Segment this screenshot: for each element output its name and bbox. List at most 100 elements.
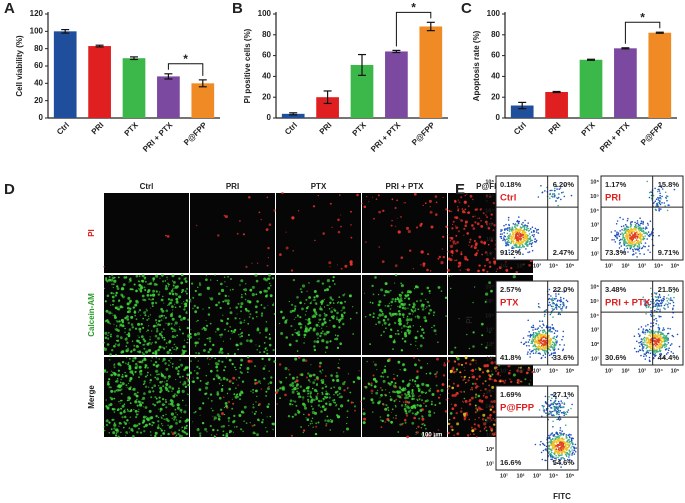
event bbox=[614, 235, 617, 238]
cell bbox=[248, 196, 251, 199]
cell bbox=[231, 398, 233, 400]
cell bbox=[314, 312, 318, 315]
cell bbox=[120, 431, 122, 434]
cell bbox=[301, 307, 304, 311]
cell bbox=[143, 286, 146, 289]
cell bbox=[242, 233, 245, 236]
x-tick-label: 10⁴ bbox=[654, 263, 663, 269]
cell bbox=[344, 293, 346, 295]
cell bbox=[433, 311, 436, 314]
cell bbox=[154, 361, 158, 364]
event bbox=[627, 239, 629, 241]
cell bbox=[148, 282, 151, 285]
cell bbox=[295, 385, 298, 387]
cell bbox=[482, 408, 484, 410]
cell bbox=[124, 371, 126, 374]
cell bbox=[165, 406, 168, 409]
cell bbox=[205, 320, 207, 321]
flow-plot-frame bbox=[600, 175, 684, 261]
event bbox=[640, 233, 642, 236]
cell bbox=[183, 410, 187, 414]
cell bbox=[429, 308, 432, 312]
cell bbox=[227, 330, 230, 332]
cell bbox=[425, 392, 427, 395]
y-tick-label: 20 bbox=[262, 92, 271, 101]
cell bbox=[126, 333, 128, 336]
cell bbox=[134, 303, 138, 307]
cell bbox=[381, 371, 384, 374]
event bbox=[519, 242, 521, 244]
event bbox=[543, 315, 546, 318]
event bbox=[623, 239, 626, 242]
cell bbox=[471, 429, 475, 433]
cell bbox=[401, 337, 404, 340]
cell bbox=[255, 401, 257, 403]
cell bbox=[129, 366, 132, 369]
y-tick-label: 10² bbox=[591, 236, 599, 243]
cell bbox=[261, 357, 264, 361]
event bbox=[650, 310, 652, 312]
y-tick-label: 10⁴ bbox=[485, 208, 494, 214]
cell bbox=[266, 387, 270, 391]
cell bbox=[451, 394, 455, 397]
cell bbox=[250, 390, 252, 392]
event bbox=[526, 225, 529, 227]
cell bbox=[302, 431, 304, 434]
cell bbox=[300, 426, 302, 428]
cell bbox=[125, 435, 127, 437]
cell bbox=[121, 416, 124, 419]
event bbox=[632, 237, 634, 240]
cell bbox=[393, 399, 396, 403]
x-tick-label: P@FPP bbox=[639, 120, 666, 147]
cell bbox=[117, 276, 120, 279]
y-tick-label: 100 bbox=[30, 26, 44, 35]
cell bbox=[140, 335, 144, 338]
cell bbox=[146, 374, 149, 376]
event bbox=[626, 219, 629, 222]
cell bbox=[267, 257, 269, 259]
bar bbox=[157, 76, 180, 118]
event bbox=[551, 302, 554, 305]
cell bbox=[132, 374, 135, 376]
cell bbox=[319, 334, 322, 338]
event bbox=[642, 236, 645, 238]
cell bbox=[165, 413, 167, 416]
quadrant-percent: 73.3% bbox=[605, 248, 627, 257]
cell bbox=[340, 310, 342, 312]
cell bbox=[222, 314, 224, 316]
event bbox=[662, 336, 665, 339]
cell bbox=[497, 371, 500, 374]
cell bbox=[339, 342, 343, 346]
event bbox=[554, 338, 557, 341]
cell bbox=[133, 424, 138, 428]
cell bbox=[413, 192, 417, 196]
cell bbox=[241, 293, 243, 296]
event bbox=[532, 340, 535, 342]
cell bbox=[352, 333, 355, 335]
cell bbox=[483, 241, 487, 245]
y-tick-label: 40 bbox=[34, 78, 43, 87]
cell bbox=[322, 400, 324, 402]
event bbox=[562, 335, 564, 338]
cell bbox=[512, 275, 516, 279]
cell bbox=[442, 255, 445, 259]
y-tick-label: 10¹ bbox=[591, 355, 599, 362]
cell bbox=[284, 393, 287, 397]
y-tick-label: 0 bbox=[39, 113, 44, 122]
event bbox=[656, 348, 659, 351]
cell bbox=[186, 427, 188, 430]
cell bbox=[391, 408, 394, 411]
cell bbox=[298, 322, 302, 326]
cell bbox=[495, 270, 497, 272]
cell bbox=[489, 408, 492, 411]
cell bbox=[158, 416, 160, 418]
event bbox=[560, 299, 562, 301]
event bbox=[532, 235, 535, 238]
cell bbox=[307, 418, 310, 421]
event bbox=[517, 250, 520, 252]
event bbox=[532, 352, 535, 355]
cell bbox=[211, 356, 213, 359]
cell bbox=[490, 289, 493, 293]
cell bbox=[259, 351, 261, 354]
quadrant-percent: 91.2% bbox=[500, 248, 522, 257]
